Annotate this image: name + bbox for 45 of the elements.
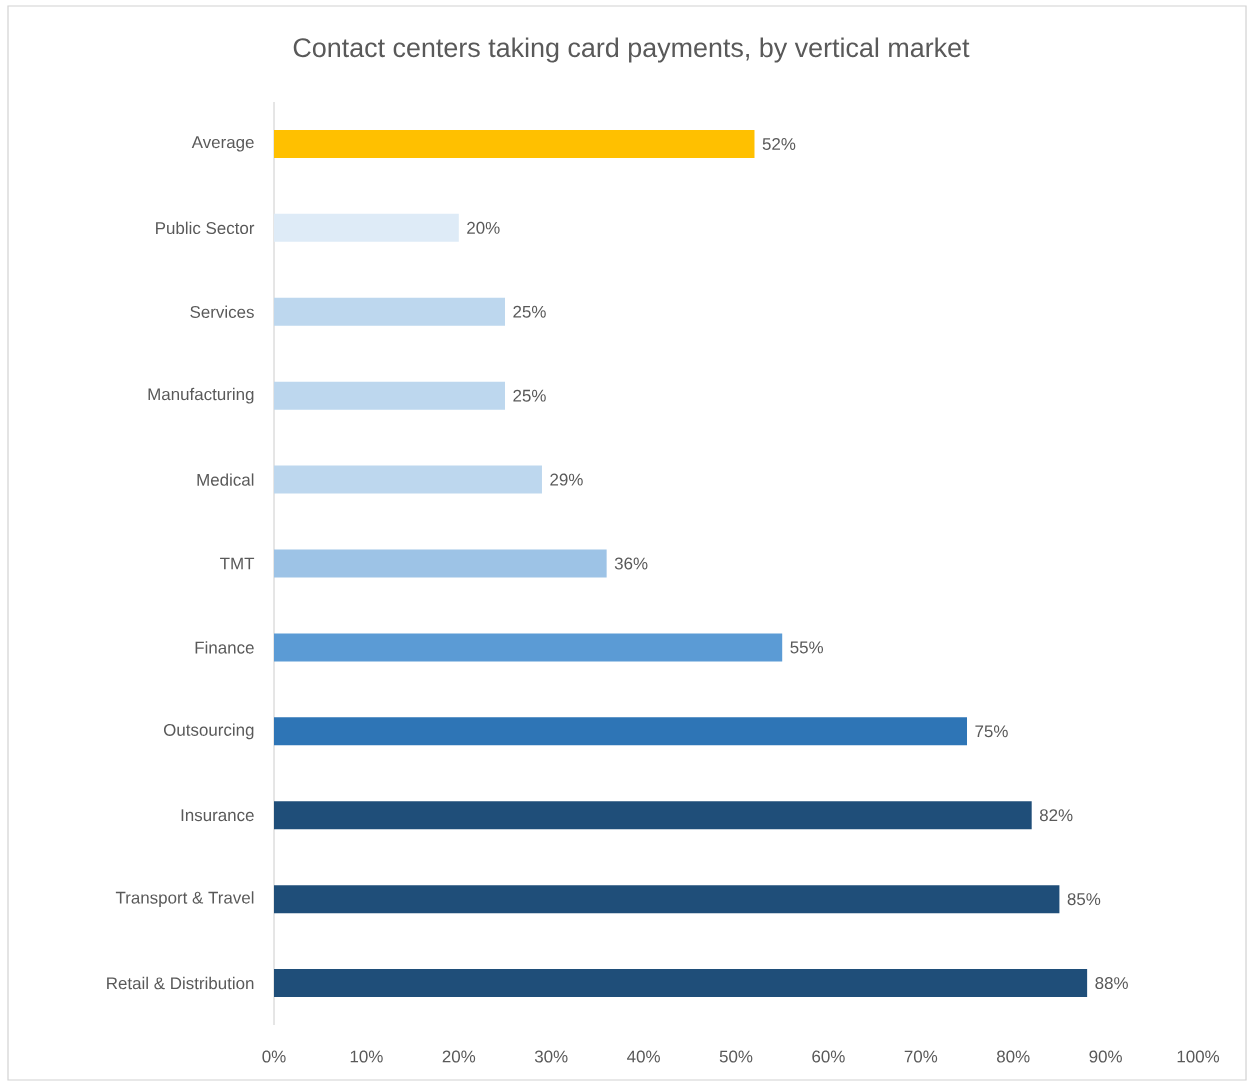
y-tick-label: Public Sector — [156, 221, 255, 235]
bar — [274, 129, 755, 158]
x-tick-label: 80% — [997, 1050, 1030, 1063]
y-tick-label: Insurance — [181, 809, 254, 822]
y-tick-label: Manufacturing — [148, 387, 254, 404]
bar — [274, 213, 459, 242]
bar — [274, 885, 1060, 914]
x-tick-label: 100% — [1177, 1050, 1220, 1063]
bar — [274, 801, 1032, 830]
x-tick-label: 30% — [534, 1050, 568, 1063]
x-tick-label: 60% — [812, 1050, 845, 1063]
bar — [274, 633, 783, 662]
bar — [274, 717, 968, 746]
chart-title: Contact centers taking card payments, by vertical market — [293, 37, 970, 63]
data-label: 25% — [513, 305, 546, 318]
x-tick-label: 10% — [350, 1050, 383, 1063]
data-label: 85% — [1067, 893, 1101, 906]
y-tick-label: Services — [190, 305, 254, 318]
data-label: 20% — [467, 221, 500, 234]
x-tick-label: 90% — [1089, 1050, 1122, 1063]
bar — [274, 549, 607, 578]
bar — [274, 969, 1088, 998]
x-tick-label: 20% — [442, 1050, 476, 1063]
bar — [274, 381, 505, 410]
bar — [274, 297, 505, 326]
y-tick-label: Finance — [195, 641, 254, 654]
data-label: 36% — [614, 557, 648, 570]
y-tick-label: TMT — [220, 557, 255, 570]
data-label: 88% — [1095, 977, 1128, 990]
bar — [274, 465, 542, 494]
data-label: 25% — [513, 389, 546, 402]
y-tick-label: Outsourcing — [163, 723, 254, 740]
data-label: 82% — [1039, 809, 1073, 822]
y-tick-label: Transport & Travel — [115, 891, 254, 908]
data-label: 29% — [550, 473, 583, 486]
data-label: 75% — [975, 725, 1008, 738]
y-tick-label: Average — [191, 136, 254, 152]
x-tick-label: 50% — [719, 1050, 753, 1063]
x-tick-label: 40% — [627, 1050, 660, 1063]
x-tick-label: 70% — [904, 1050, 938, 1063]
data-label: 52% — [762, 137, 796, 150]
y-tick-label: Medical — [197, 473, 254, 486]
data-label: 55% — [790, 641, 824, 654]
x-tick-label: 0% — [262, 1050, 286, 1063]
y-tick-label: Retail & Distribution — [107, 976, 254, 990]
